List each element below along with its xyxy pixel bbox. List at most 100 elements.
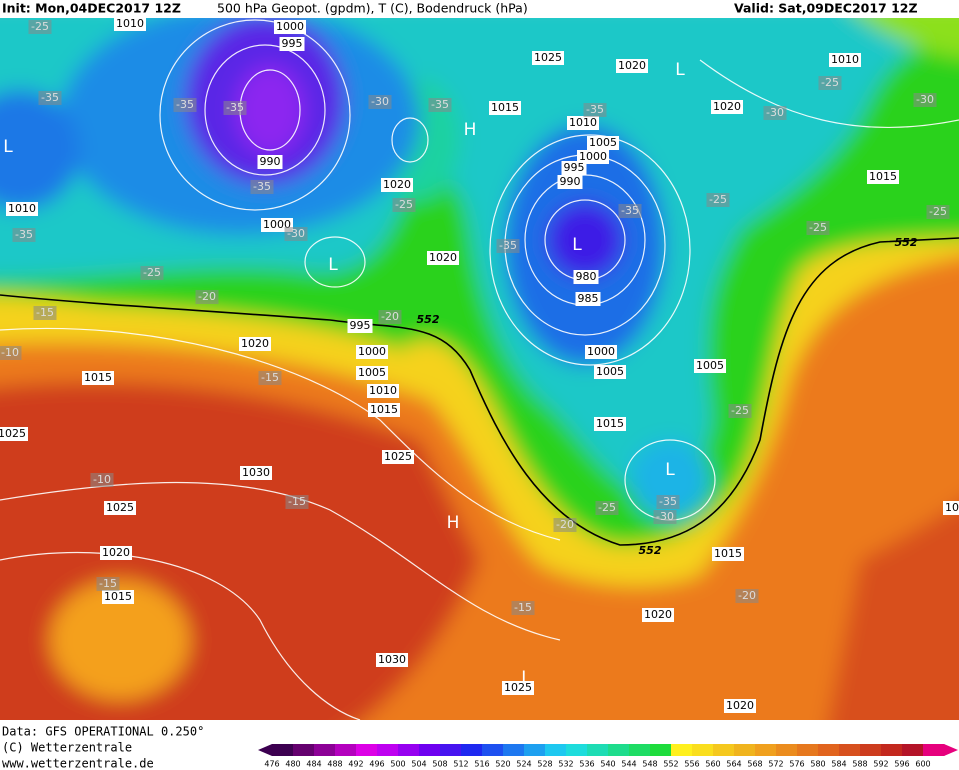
pressure-label-box bbox=[943, 501, 959, 515]
scale-swatch bbox=[692, 744, 714, 756]
pressure-label-box bbox=[712, 547, 744, 561]
pressure-label: 1005 bbox=[596, 365, 624, 378]
pressure-label-box bbox=[616, 59, 648, 73]
scale-swatch bbox=[356, 744, 378, 756]
pressure-label: 1020 bbox=[726, 699, 754, 712]
temperature-label-box bbox=[735, 589, 759, 603]
temperature-label: -30 bbox=[371, 95, 389, 108]
pressure-label: 1015 bbox=[869, 170, 897, 183]
pressure-label: 1025 bbox=[106, 501, 134, 514]
scale-label: 516 bbox=[474, 760, 489, 769]
scale-label: 524 bbox=[516, 760, 531, 769]
scale-swatch bbox=[461, 744, 483, 756]
pressure-label: 1025 bbox=[384, 450, 412, 463]
pressure-label: 1020 bbox=[618, 59, 646, 72]
scale-swatch bbox=[293, 744, 315, 756]
scale-swatch bbox=[755, 744, 777, 756]
temperature-label: -25 bbox=[598, 501, 616, 514]
scale-swatch bbox=[629, 744, 651, 756]
pressure-label-box bbox=[587, 136, 619, 150]
temperature-label: -25 bbox=[929, 205, 947, 218]
pressure-center: H bbox=[447, 513, 460, 533]
pressure-label-box bbox=[257, 155, 283, 169]
pressure-center: L bbox=[328, 255, 338, 275]
temperature-label: -35 bbox=[41, 91, 59, 104]
scale-swatch bbox=[902, 744, 924, 756]
pressure-label-box bbox=[532, 51, 564, 65]
temperature-label: -15 bbox=[288, 495, 306, 508]
scale-swatch bbox=[587, 744, 609, 756]
scale-label: 484 bbox=[306, 760, 321, 769]
pressure-label-box bbox=[567, 116, 599, 130]
scale-label: 560 bbox=[705, 760, 720, 769]
scale-swatch bbox=[860, 744, 882, 756]
pressure-label: 990 bbox=[560, 175, 581, 188]
temperature-label-box bbox=[378, 310, 402, 324]
temperature-label-box bbox=[913, 93, 937, 107]
scale-label: 592 bbox=[873, 760, 888, 769]
scale-swatch bbox=[566, 744, 588, 756]
scale-swatch bbox=[440, 744, 462, 756]
temperature-label: -30 bbox=[287, 227, 305, 240]
scale-swatch bbox=[482, 744, 504, 756]
pressure-label: 1030 bbox=[242, 466, 270, 479]
pressure-label-box bbox=[427, 251, 459, 265]
temperature-label-box bbox=[728, 404, 752, 418]
scale-label: 520 bbox=[495, 760, 510, 769]
pressure-center: L bbox=[521, 668, 531, 688]
scale-label: 544 bbox=[621, 760, 636, 769]
pressure-label: 1010 bbox=[116, 17, 144, 30]
scale-label: 568 bbox=[747, 760, 762, 769]
pressure-label: 1000 bbox=[358, 345, 386, 358]
scale-arrow-left bbox=[258, 744, 272, 756]
scale-label: 536 bbox=[579, 760, 594, 769]
pressure-label: 1000 bbox=[587, 345, 615, 358]
pressure-label-box bbox=[711, 100, 743, 114]
temperature-label-box bbox=[656, 495, 680, 509]
temperature-label-box bbox=[96, 577, 120, 591]
scale-swatch bbox=[272, 744, 294, 756]
temperature-label-box bbox=[818, 76, 842, 90]
temperature-label-box bbox=[250, 180, 274, 194]
temperature-label-box bbox=[258, 371, 282, 385]
scale-label: 552 bbox=[663, 760, 678, 769]
pressure-label-box bbox=[724, 699, 756, 713]
temperature-label: -15 bbox=[36, 306, 54, 319]
pressure-label-box bbox=[239, 337, 271, 351]
pressure-label-box bbox=[381, 178, 413, 192]
temperature-label: -10 bbox=[1, 346, 19, 359]
pressure-label: 1015 bbox=[491, 101, 519, 114]
scale-label: 580 bbox=[810, 760, 825, 769]
temperature-label-box bbox=[763, 106, 787, 120]
pressure-label: 1005 bbox=[358, 366, 386, 379]
pressure-label-box bbox=[557, 175, 583, 189]
pressure-label-box bbox=[274, 20, 306, 34]
temperature-label: -10 bbox=[93, 473, 111, 486]
website: www.wetterzentrale.de bbox=[2, 757, 154, 770]
temperature-label-box bbox=[368, 95, 392, 109]
temperature-label-box bbox=[173, 98, 197, 112]
pressure-label-box bbox=[6, 202, 38, 216]
temperature-label-box bbox=[223, 101, 247, 115]
scale-label: 492 bbox=[348, 760, 363, 769]
temperature-label: -35 bbox=[621, 204, 639, 217]
scale-swatch bbox=[503, 744, 525, 756]
contour-label: 552 bbox=[417, 313, 440, 326]
pressure-label-box bbox=[0, 427, 28, 441]
pressure-label-box bbox=[585, 345, 617, 359]
pressure-label-box bbox=[502, 681, 534, 695]
temperature-label: -30 bbox=[766, 106, 784, 119]
scale-label: 480 bbox=[285, 760, 300, 769]
pressure-label: 1000 bbox=[276, 20, 304, 33]
pressure-label-box bbox=[279, 37, 305, 51]
scale-label: 576 bbox=[789, 760, 804, 769]
pressure-label: 1025 bbox=[0, 427, 26, 440]
temperature-label-box bbox=[0, 346, 22, 360]
pressure-label-box bbox=[489, 101, 521, 115]
temperature-label: -30 bbox=[656, 510, 674, 523]
map-title: 500 hPa Geopot. (gpdm), T (C), Bodendruc… bbox=[217, 1, 528, 16]
temperature-label-box bbox=[12, 228, 36, 242]
temperature-label-box bbox=[806, 221, 830, 235]
